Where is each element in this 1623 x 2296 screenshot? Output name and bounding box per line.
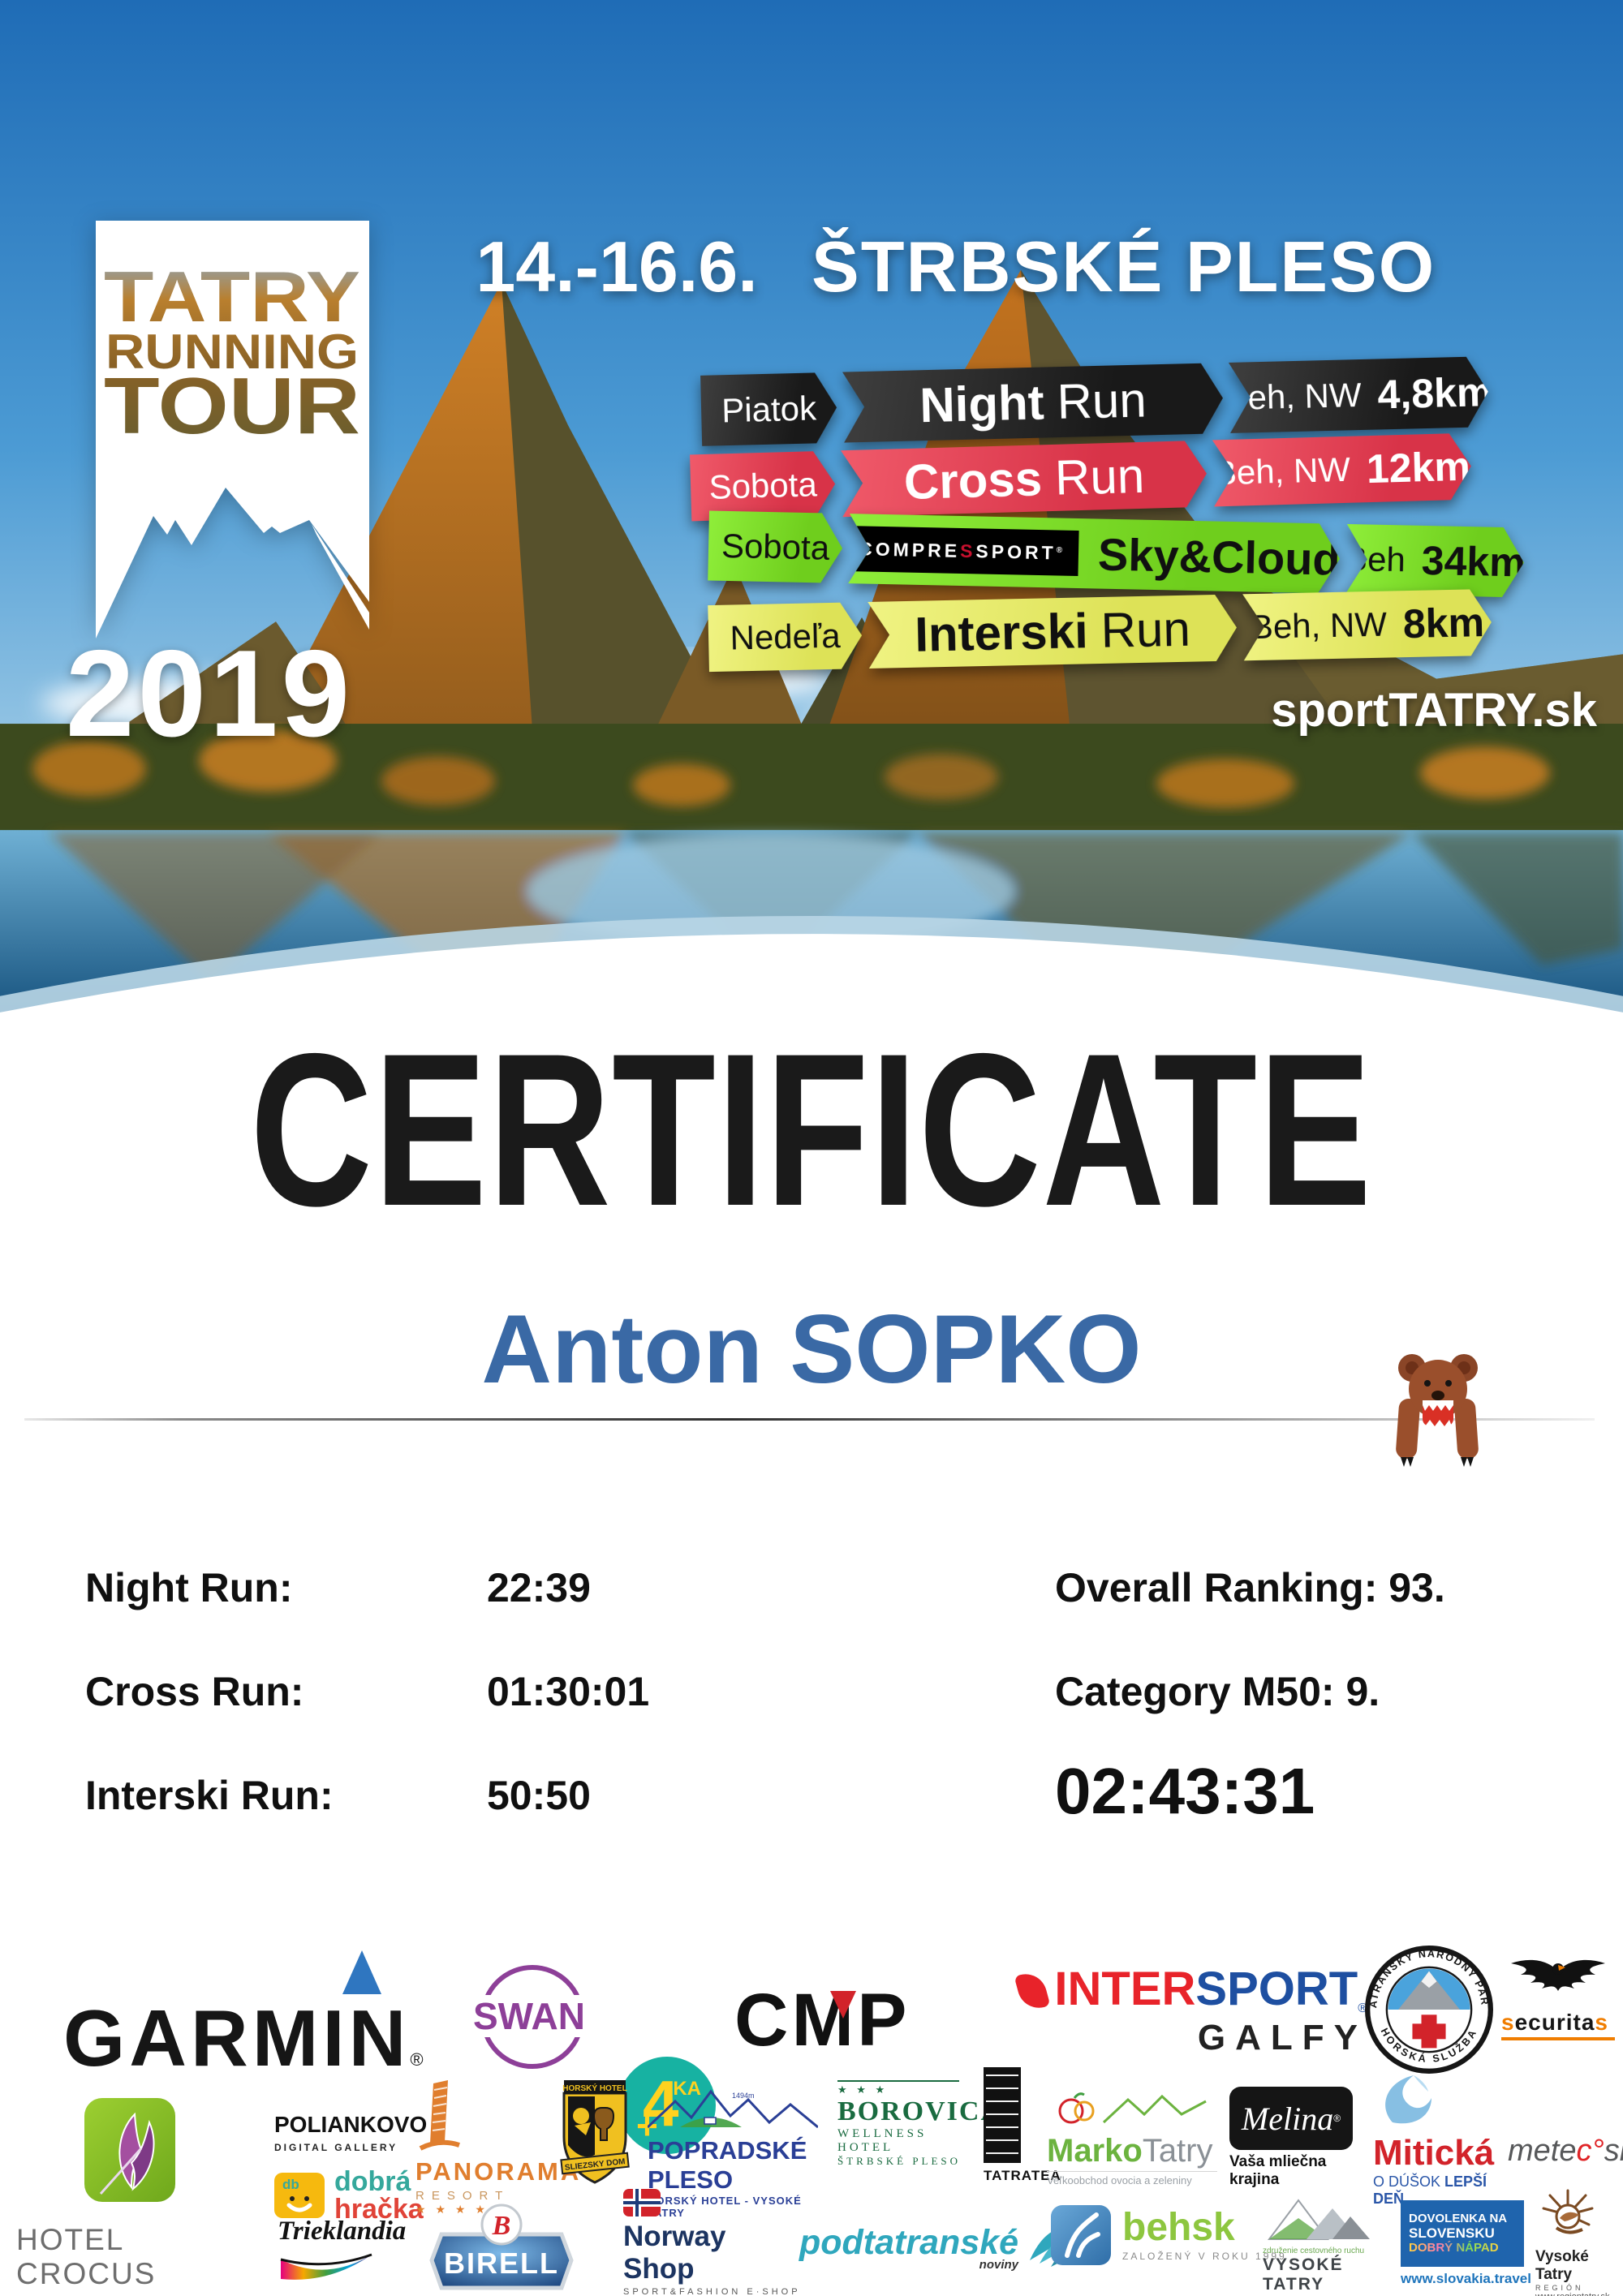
miticka-water-splash-icon xyxy=(1385,2075,1431,2124)
sponsor-meteo-sk: metec°sk xyxy=(1508,2134,1623,2168)
tatry-running-tour-logo: TATRY RUNNING TOUR xyxy=(96,221,369,675)
ribbon-sky-day: Sobota xyxy=(708,510,843,583)
sponsor-securitas: securitas xyxy=(1501,1947,1615,2040)
ribbon-night-day: Piatok xyxy=(700,372,837,446)
trieklandia-rainbow-icon xyxy=(280,2253,372,2280)
logo-year: 2019 xyxy=(65,625,354,763)
norway-flag-icon xyxy=(623,2189,661,2216)
sponsor-tanap-horska-sluzba: TATRANSKÝ NÁRODNÝ PARK HORSKÁ SLUŽBA xyxy=(1361,1937,1493,2078)
sponsor-slovakia-travel: DOVOLENKA NA SLOVENSKU DOBRÝ NÁPAD www.s… xyxy=(1401,2200,1531,2287)
sponsor-norway-shop: Norway Shop SPORT&FASHION E·SHOP xyxy=(623,2189,802,2296)
svg-text:BIRELL: BIRELL xyxy=(444,2247,559,2280)
ribbon-interski-title: Interski Run xyxy=(867,594,1238,668)
split-label: Cross Run: xyxy=(85,1669,304,1714)
sponsor-intersport: INTER SPORT ® GALFY xyxy=(1014,1962,1367,2058)
sponsor-podtatranske-noviny: podtatranské noviny xyxy=(799,2223,1083,2272)
sponsor-miticka: Mitická O DÚŠOK LEPŠÍ DEŇ xyxy=(1373,2070,1519,2208)
sponsor-dobra-hracka: db dobrá hračka xyxy=(274,2168,424,2223)
sponsor-marko-tatry: MarkoTatry Veľkoobchod ovocia a zeleniny xyxy=(1047,2090,1217,2186)
sponsor-hotel-crocus-icon xyxy=(84,2098,175,2202)
sponsor-swan: SWAN xyxy=(448,1965,610,2069)
split-value: 01:30:01 xyxy=(487,1669,650,1714)
overall-ranking: Overall Ranking: 93. xyxy=(1055,1565,1445,1610)
ribbon-cross-distance: Beh, NW 12km xyxy=(1212,433,1472,507)
ribbon-night-distance: Beh, NW 4,8km xyxy=(1229,356,1489,433)
ribbon-night-title: Night Run xyxy=(842,363,1224,442)
split-value: 50:50 xyxy=(487,1773,591,1818)
popradske-pleso-mountains-icon: 1494m xyxy=(646,2089,819,2129)
sponsor-melina: Melina ® Vaša mliečna krajina xyxy=(1229,2087,1359,2189)
event-location: ŠTRBSKÉ PLESO xyxy=(812,226,1436,307)
split-value: 22:39 xyxy=(487,1565,591,1610)
ribbon-interski-day: Nedeľa xyxy=(708,602,863,672)
category-ranking: Category M50: 9. xyxy=(1055,1669,1380,1714)
tatratea-ornament-icon xyxy=(984,2067,1021,2163)
garmin-triangle-icon xyxy=(342,1950,381,1994)
sponsor-cmp: CMP xyxy=(734,1979,911,2062)
logo-line2: RUNNING xyxy=(105,325,359,379)
ribbon-sky-title: ≋ COMPRESSPORT® Sky&Clouds xyxy=(848,514,1341,594)
vysoke-tatry-mountains-icon xyxy=(1268,2199,1370,2240)
certificate-title: CERTIFICATE xyxy=(250,1008,1373,1251)
sponsor-panorama-resort: PANORAMA® RESORT ★ ★ ★ ★ xyxy=(415,2079,588,2216)
sponsor-garmin: GARMIN® xyxy=(63,1950,445,2083)
sponsor-galfy: GALFY xyxy=(1197,2018,1367,2057)
divider-line xyxy=(24,1418,1595,1421)
sponsor-poliankovo: POLIANKOVO DIGITAL GALLERY xyxy=(274,2108,427,2153)
total-time: 02:43:31 xyxy=(1055,1755,1315,1827)
sponsor-borovica: ★ ★ ★ BOROVICA® WELLNESS HOTEL ŠTRBSKÉ P… xyxy=(837,2079,1010,2168)
cmp-red-accent xyxy=(830,1991,856,2019)
sponsor-sliezsky-dom: HORSKÝ HOTEL SLIEZSKY DOM xyxy=(558,2077,631,2196)
sponsor-birell: B BIRELL xyxy=(428,2200,575,2296)
region-eagle-icon xyxy=(1542,2189,1594,2234)
svg-text:B: B xyxy=(492,2211,511,2241)
ribbon-sky-distance: Beh 34km xyxy=(1345,524,1525,598)
mountain-lake-photo xyxy=(0,0,1623,1022)
runner-name: Anton SOPKO xyxy=(481,1295,1142,1404)
crocus-flower-icon xyxy=(99,2112,155,2195)
sponsor-behsk: behsk ZALOŽENÝ V ROKU 1999 xyxy=(1051,2205,1287,2265)
sponsor-trieklandia: Trieklandia xyxy=(278,2216,406,2288)
compressport-badge: ≋ COMPRESSPORT® xyxy=(810,525,1079,576)
logo-line3: TOUR xyxy=(104,361,360,450)
ribbon-interski-distance: Beh, NW 8km xyxy=(1242,589,1492,660)
securitas-eagle-icon xyxy=(1511,1959,1605,1991)
sponsor-vysoke-tatry-region: Vysoké Tatry REGIÓN www.regiontatry.sk xyxy=(1535,2186,1621,2296)
intersport-swoosh-icon xyxy=(1014,1969,1051,2013)
split-label: Night Run: xyxy=(85,1565,293,1610)
behsk-runner-icon xyxy=(1051,2205,1111,2265)
event-website: sportTATRY.sk xyxy=(1271,684,1597,737)
sponsor-vysoke-tatry-zcr: združenie cestovného ruchu VYSOKÉ TATRY … xyxy=(1263,2191,1393,2296)
svg-text:1494m: 1494m xyxy=(732,2092,755,2100)
event-dates: 14.-16.6. xyxy=(476,226,758,307)
split-label: Interski Run: xyxy=(85,1773,334,1818)
sponsor-tatratea: TATRATEA xyxy=(984,2067,1061,2184)
ribbon-cross-title: Cross Run xyxy=(841,441,1208,518)
logo-line1: TATRY xyxy=(104,256,360,337)
marko-tatry-fruit-mountains-icon xyxy=(1058,2092,1207,2124)
sponsor-hotel-crocus-text: HOTEL CROCUS — ★ ★ ★ ★ — ŠTRBSKÉ PLESO xyxy=(16,2223,157,2296)
hero-banner: TATRY RUNNING TOUR 2019 14.-16.6. ŠTRBSK… xyxy=(0,0,1623,1022)
panorama-tower-icon xyxy=(419,2080,460,2151)
svg-text:db: db xyxy=(282,2177,299,2192)
bear-mascot-icon xyxy=(1396,1354,1479,1467)
svg-text:HORSKÝ HOTEL: HORSKÝ HOTEL xyxy=(562,2083,626,2093)
dobra-hracka-smiley-icon: db xyxy=(274,2173,325,2218)
